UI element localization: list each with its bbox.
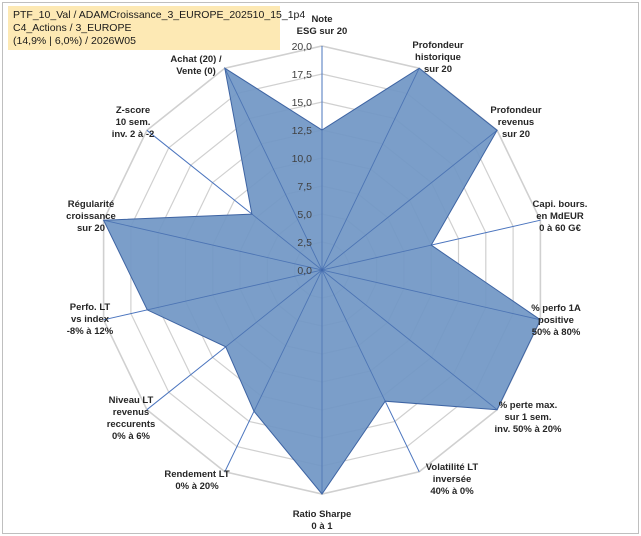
portfolio-info-box: PTF_10_Val / ADAMCroissance_3_EUROPE_202…: [8, 6, 306, 50]
axis-label-line: inv. 50% à 20%: [495, 424, 562, 435]
axis-label-line: 0% à 6%: [112, 431, 151, 442]
axis-label-line: sur 20: [502, 129, 530, 140]
axis-label-line: Perfo. LT: [70, 302, 111, 313]
axis-label-line: Rendement LT: [164, 469, 229, 480]
axis-label-line: 40% à 0%: [430, 486, 474, 497]
axis-label-line: Régularité: [68, 199, 114, 210]
axis-spoke-overlay: [224, 68, 323, 271]
performance-summary: (14,9% | 6,0%) / 2026W05: [13, 35, 136, 47]
axis-label-line: 50% à 80%: [532, 327, 581, 338]
axis-spoke-overlay: [321, 244, 432, 271]
axis-label-line: Capi. bours.: [533, 199, 588, 210]
axis-label-line: vs index: [71, 314, 110, 325]
axis-label-line: ESG sur 20: [297, 26, 348, 37]
axis-label-line: % perte max.: [499, 400, 558, 411]
axis-spoke-overlay: [253, 269, 323, 412]
axis-label: Capi. bours. en MdEUR 0 à 60 G€: [533, 199, 588, 234]
axis-label-line: Volatilité LT: [426, 462, 479, 473]
axis-spoke-overlay: [103, 219, 323, 271]
axis-label-line: historique: [415, 52, 461, 63]
axis-label-line: sur 20: [424, 64, 452, 75]
axis-label: Profondeur revenus sur 20: [490, 105, 541, 140]
axis-label-line: sur 1 sem.: [505, 412, 552, 423]
axis-label-line: sur 20: [77, 223, 105, 234]
axis-label-line: inv. 2 à -2: [112, 129, 155, 140]
axis-label-line: positive: [538, 315, 574, 326]
radar-tick-labels: 0,0 2,5 5,0 7,5 10,0 12,5 15,0 17,5 20,0: [292, 41, 313, 277]
axis-label-line: revenus: [113, 407, 149, 418]
axis-spoke-overlay: [321, 269, 541, 321]
axis-label: Note ESG sur 20: [297, 14, 348, 37]
axis-spoke-overlay: [251, 213, 323, 271]
axis-label-line: Profondeur: [412, 40, 463, 51]
axis-spoke-overlay: [147, 269, 323, 311]
tick-label: 12,5: [292, 125, 313, 137]
portfolio-name: PTF_10_Val / ADAMCroissance_3_EUROPE_202…: [13, 9, 306, 21]
axis-spoke-overlay: [321, 269, 498, 411]
axis-label-line: 0% à 20%: [175, 481, 219, 492]
tick-label: 7,5: [297, 181, 312, 193]
axis-label: Rendement LT 0% à 20%: [164, 469, 229, 492]
axis-label: Z-score 10 sem. inv. 2 à -2: [112, 105, 155, 140]
radar-series: [102, 67, 542, 495]
axis-label-line: Vente (0): [176, 66, 216, 77]
tick-label: 17,5: [292, 69, 313, 81]
axis-label-line: reccurents: [107, 419, 156, 430]
axis-label: Profondeur historique sur 20: [412, 40, 463, 75]
axis-label: Volatilité LT inversée 40% à 0%: [426, 462, 479, 497]
axis-label-line: 0 à 60 G€: [539, 223, 581, 234]
axis-label: Niveau LT revenus reccurents 0% à 6%: [107, 395, 156, 442]
axis-spoke-overlay: [321, 68, 420, 271]
tick-label: 0,0: [297, 265, 312, 277]
axis-label: Régularité croissance sur 20: [66, 199, 116, 234]
tick-label: 15,0: [292, 97, 313, 109]
axis-label-line: -8% à 12%: [67, 326, 114, 337]
axis-label-line: % perfo 1A: [531, 303, 581, 314]
axis-label-line: revenus: [498, 117, 534, 128]
axis-label-line: en MdEUR: [536, 211, 584, 222]
axis-label-line: 0 à 1: [311, 521, 333, 532]
axis-label-line: Z-score: [116, 105, 150, 116]
axis-label-line: Note: [311, 14, 332, 25]
axis-label-line: inversée: [433, 474, 472, 485]
axis-label-line: Niveau LT: [109, 395, 154, 406]
axis-label-line: 10 sem.: [116, 117, 151, 128]
axis-label: Ratio Sharpe 0 à 1: [293, 509, 352, 532]
axis-spoke-overlay: [321, 269, 386, 402]
tick-label: 20,0: [292, 41, 313, 53]
axis-label: % perfo 1A positive 50% à 80%: [531, 303, 581, 338]
asset-class: C4_Actions / 3_EUROPE: [13, 22, 132, 34]
axis-spoke-overlay: [321, 129, 498, 271]
axis-label-line: croissance: [66, 211, 116, 222]
axis-label-line: Ratio Sharpe: [293, 509, 352, 520]
axis-label-line: Profondeur: [490, 105, 541, 116]
axis-spoke-overlay: [225, 269, 323, 348]
axis-label: % perte max. sur 1 sem. inv. 50% à 20%: [495, 400, 562, 435]
axis-label-line: Achat (20) /: [170, 54, 222, 65]
tick-label: 10,0: [292, 153, 313, 165]
tick-label: 2,5: [297, 237, 312, 249]
tick-label: 5,0: [297, 209, 312, 221]
axis-label: Perfo. LT vs index -8% à 12%: [67, 302, 114, 337]
